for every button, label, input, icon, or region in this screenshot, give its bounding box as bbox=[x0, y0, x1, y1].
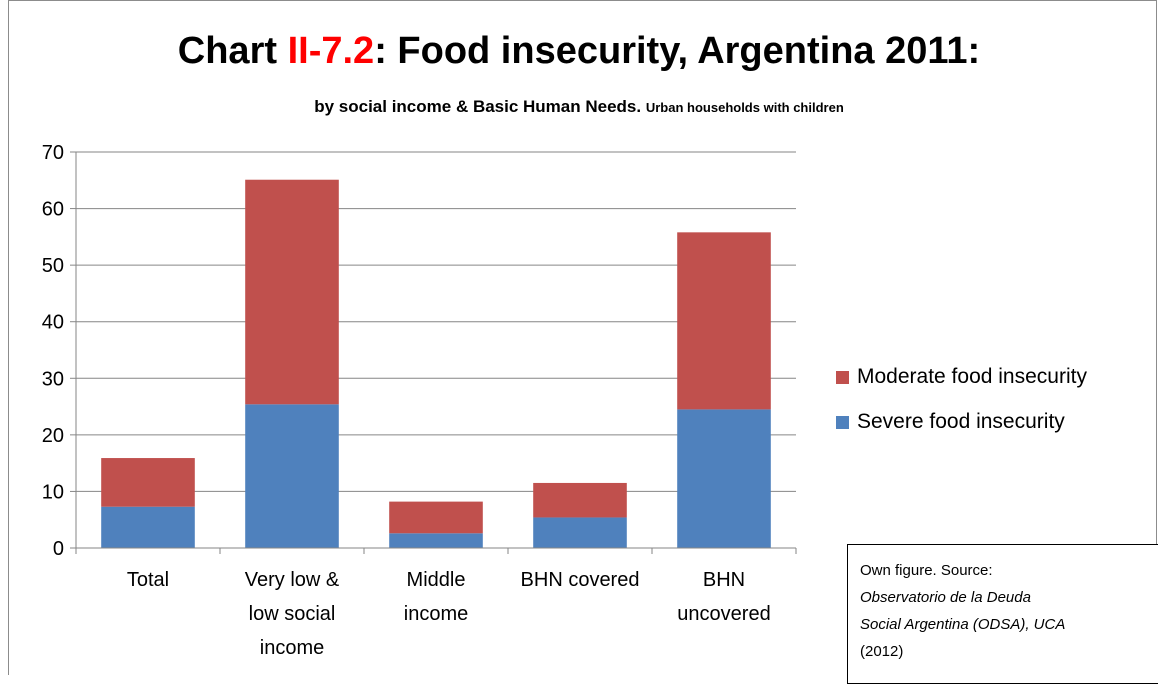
legend-label-moderate: Moderate food insecurity bbox=[857, 365, 1087, 388]
legend-item-severe: Severe food insecurity bbox=[836, 409, 1087, 435]
source-note-line-3: Social Argentina (ODSA), UCA bbox=[860, 616, 1066, 633]
legend: Moderate food insecurity Severe food ins… bbox=[836, 364, 1087, 454]
y-tick-label: 30 bbox=[42, 368, 64, 390]
bar-severe-food-insecurity bbox=[101, 506, 195, 548]
source-note-line-4: (2012) bbox=[860, 643, 904, 660]
bar-severe-food-insecurity bbox=[677, 409, 771, 548]
bar-severe-food-insecurity bbox=[245, 404, 339, 548]
chart-title-accent: II-7.2 bbox=[287, 30, 375, 72]
chart-title-prefix: Chart bbox=[177, 30, 288, 72]
chart-subtitle: by social income & Basic Human Needs. Ur… bbox=[0, 97, 1158, 117]
bar-severe-food-insecurity bbox=[533, 517, 627, 548]
x-category-label: Middle bbox=[407, 569, 466, 591]
y-tick-label: 70 bbox=[42, 142, 64, 164]
x-category-label: income bbox=[404, 603, 468, 625]
chart-subtitle-main: by social income & Basic Human Needs. bbox=[314, 97, 642, 116]
x-category-label: Very low & bbox=[245, 569, 340, 591]
bar-moderate-food-insecurity bbox=[389, 501, 483, 534]
legend-item-moderate: Moderate food insecurity bbox=[836, 364, 1087, 390]
y-tick-label: 10 bbox=[42, 481, 64, 503]
source-note-line-1: Own figure. Source: bbox=[860, 562, 993, 579]
chart-frame bbox=[8, 0, 1157, 675]
chart-title-suffix: : Food insecurity, Argentina 2011: bbox=[374, 30, 981, 72]
x-category-label: BHN covered bbox=[521, 569, 640, 591]
x-category-label: Total bbox=[127, 569, 169, 591]
x-category-label: uncovered bbox=[677, 603, 770, 625]
bar-moderate-food-insecurity bbox=[533, 482, 627, 518]
x-category-label: income bbox=[260, 637, 324, 659]
chart-subtitle-small: Urban households with children bbox=[645, 100, 844, 115]
y-tick-label: 40 bbox=[42, 312, 64, 334]
x-category-label: BHN bbox=[703, 569, 745, 591]
source-note-line-2: Observatorio de la Deuda bbox=[860, 589, 1031, 606]
y-tick-label: 50 bbox=[42, 255, 64, 277]
bar-moderate-food-insecurity bbox=[245, 179, 339, 405]
y-tick-label: 20 bbox=[42, 425, 64, 447]
legend-swatch-moderate bbox=[836, 370, 849, 384]
legend-label-severe: Severe food insecurity bbox=[857, 410, 1065, 433]
y-tick-label: 0 bbox=[53, 538, 64, 560]
legend-swatch-severe bbox=[836, 415, 849, 429]
x-category-label: low social bbox=[249, 603, 336, 625]
y-tick-label: 60 bbox=[42, 199, 64, 221]
source-note: Own figure. Source: Observatorio de la D… bbox=[847, 544, 1158, 684]
bar-severe-food-insecurity bbox=[389, 533, 483, 548]
bar-moderate-food-insecurity bbox=[101, 458, 195, 507]
chart-title: Chart II-7.2: Food insecurity, Argentina… bbox=[0, 30, 1158, 73]
bar-moderate-food-insecurity bbox=[677, 232, 771, 410]
